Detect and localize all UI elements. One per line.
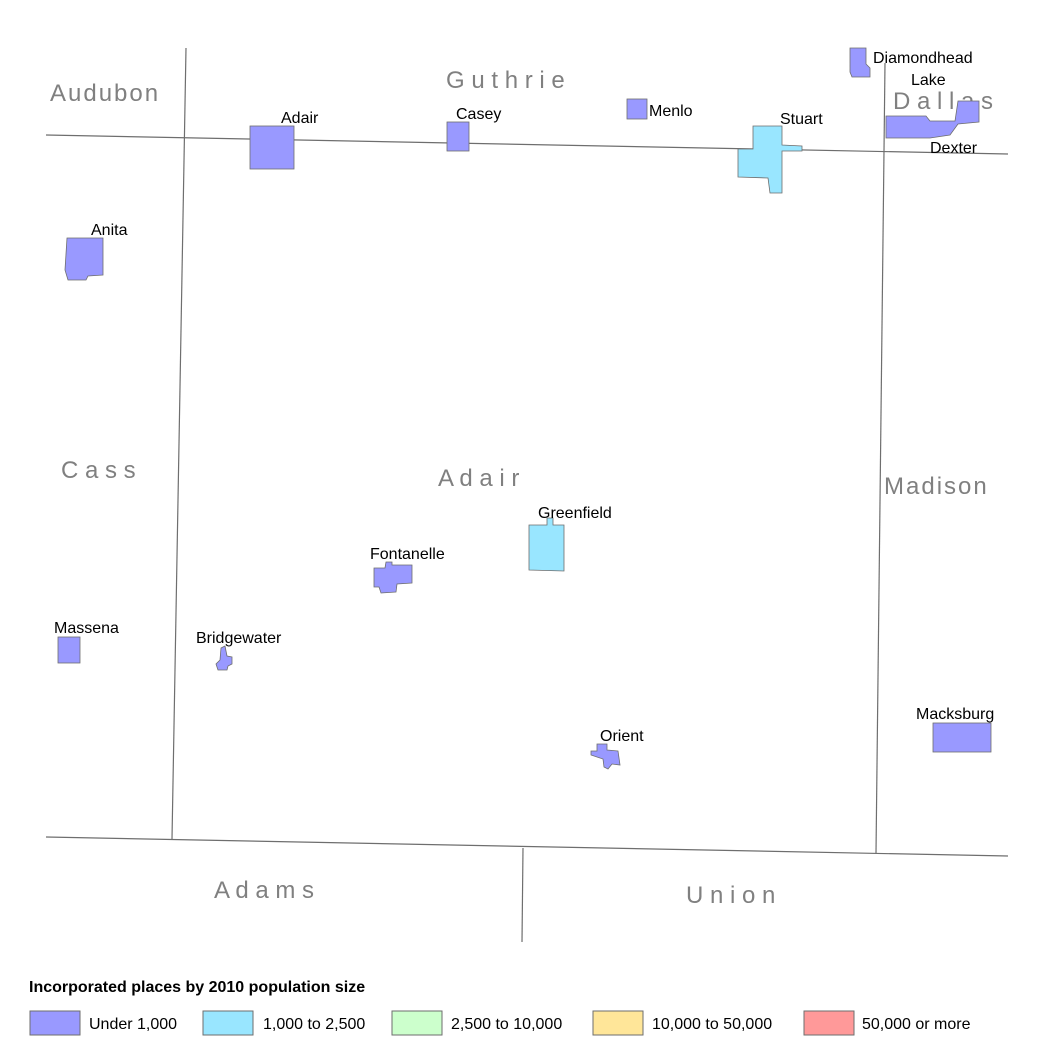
place-label-lake: Lake [911, 72, 946, 89]
place-label-casey: Casey [456, 106, 501, 123]
legend-label-10000-50000: 10,000 to 50,000 [652, 1016, 772, 1033]
legend-label-under-1000: Under 1,000 [89, 1016, 177, 1033]
place-label-bridgewater: Bridgewater [196, 630, 282, 647]
county-labels: Audubon G u t h r i e D a l l a s C a s … [50, 67, 993, 909]
place-shape-anita[interactable] [64, 237, 104, 281]
place-shapes [57, 47, 992, 770]
place-label-stuart: Stuart [780, 111, 823, 128]
legend-label-1000-2500: 1,000 to 2,500 [263, 1016, 365, 1033]
boundary-north [45, 134, 1009, 155]
legend-swatch-under-1000 [29, 1010, 81, 1036]
place-shape-menlo[interactable] [626, 98, 648, 120]
place-shape-orient[interactable] [590, 743, 621, 770]
place-label-anita: Anita [91, 222, 128, 239]
county-label-union: U n i o n [686, 882, 775, 909]
place-label-diamondhead: Diamondhead [873, 50, 973, 67]
legend-swatch-50000-plus [803, 1010, 855, 1036]
place-shape-stuart[interactable] [737, 125, 803, 194]
place-label-adair: Adair [281, 110, 319, 127]
place-shape-casey[interactable] [446, 121, 470, 152]
boundary-west [171, 47, 187, 840]
boundary-south [45, 836, 1009, 857]
legend-label-2500-10000: 2,500 to 10,000 [451, 1016, 562, 1033]
place-label-dexter: Dexter [930, 140, 978, 157]
place-label-macksburg: Macksburg [916, 706, 994, 723]
place-shape-greenfield[interactable] [528, 517, 565, 572]
place-label-orient: Orient [600, 728, 644, 745]
boundary-adams-union [521, 847, 524, 943]
county-boundaries [45, 47, 1009, 943]
legend-swatch-1000-2500 [202, 1010, 254, 1036]
boundary-east [875, 62, 886, 854]
place-label-menlo: Menlo [649, 103, 693, 120]
legend: Incorporated places by 2010 population s… [29, 979, 971, 1036]
legend-label-50000-plus: 50,000 or more [862, 1016, 971, 1033]
place-shape-diamondhead-lake[interactable] [849, 47, 871, 78]
place-labels: Adair Casey Menlo Stuart Diamondhead Lak… [54, 50, 994, 745]
county-label-adams: A d a m s [214, 877, 314, 904]
county-label-adair: A d a i r [438, 465, 519, 492]
place-shape-macksburg[interactable] [932, 722, 992, 753]
legend-swatch-10000-50000 [592, 1010, 644, 1036]
legend-swatch-2500-10000 [391, 1010, 443, 1036]
place-shape-fontanelle[interactable] [373, 561, 413, 594]
county-label-cass: C a s s [61, 457, 136, 484]
county-label-audubon: Audubon [50, 80, 160, 107]
place-label-fontanelle: Fontanelle [370, 546, 445, 563]
county-label-madison: Madison [884, 473, 989, 500]
place-shape-dexter[interactable] [885, 100, 980, 139]
place-shape-massena[interactable] [57, 636, 81, 664]
place-label-greenfield: Greenfield [538, 505, 612, 522]
county-label-guthrie: G u t h r i e [446, 67, 565, 94]
place-shape-adair[interactable] [249, 125, 295, 170]
legend-title: Incorporated places by 2010 population s… [29, 979, 365, 996]
place-shape-bridgewater[interactable] [215, 645, 233, 671]
place-label-massena: Massena [54, 620, 119, 637]
